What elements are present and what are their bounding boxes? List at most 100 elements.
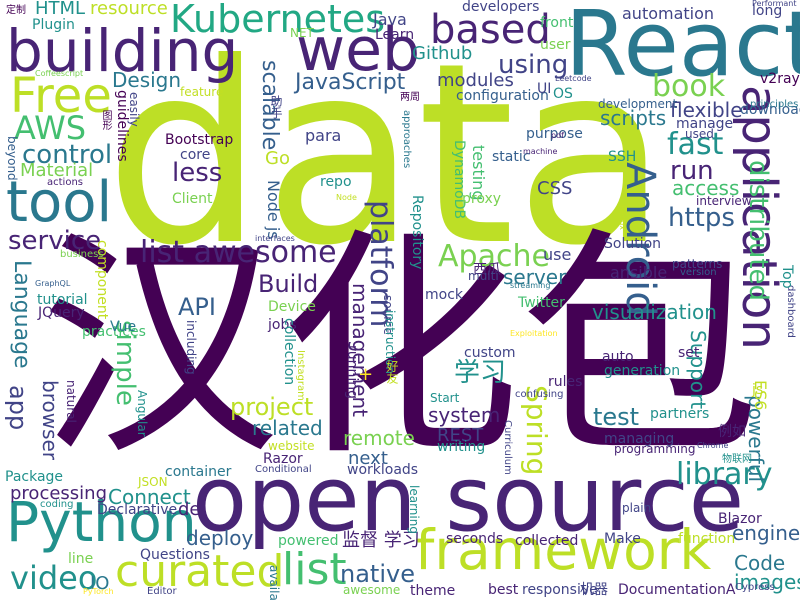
word-set: set bbox=[678, 345, 700, 361]
word-developers: developers bbox=[462, 0, 540, 15]
word-interview: interview bbox=[696, 194, 752, 208]
word-function: function bbox=[678, 531, 736, 547]
word-testing: testing bbox=[469, 145, 488, 201]
word-language: Language bbox=[9, 260, 34, 369]
word-coding: coding bbox=[40, 499, 74, 510]
word-go: Go bbox=[265, 148, 290, 169]
word-engine: engine bbox=[732, 521, 800, 545]
word-design: Design bbox=[112, 68, 182, 92]
word-para: para bbox=[305, 126, 342, 145]
word-client: Client bbox=[172, 191, 213, 207]
word-razor: Razor bbox=[263, 451, 303, 467]
word-wujianshu: 物联网 bbox=[722, 454, 752, 465]
word-tuxing: 图形 bbox=[100, 110, 111, 130]
word-connect: Connect bbox=[108, 485, 191, 509]
word-instagram: Instagram bbox=[295, 350, 306, 401]
word-liangzhou: 两周 bbox=[400, 92, 420, 103]
word-library: library bbox=[676, 457, 773, 492]
word-purpose: purpose bbox=[526, 126, 583, 142]
word-pytorch: PyTorch bbox=[83, 587, 114, 596]
word-visualization: visualization bbox=[592, 300, 717, 324]
word-responsive: responsive bbox=[522, 582, 598, 598]
word-partners: partners bbox=[650, 406, 710, 422]
word-managing: managing bbox=[604, 431, 675, 447]
word-patterns: patterns bbox=[672, 257, 723, 271]
word-bootstrap: Bootstrap bbox=[165, 132, 234, 148]
word-based: based bbox=[430, 7, 551, 53]
word-approaches: approaches bbox=[401, 110, 412, 169]
word-project: project bbox=[230, 393, 314, 421]
word-redux: Redux bbox=[618, 205, 627, 231]
word-simple: simple bbox=[110, 320, 140, 406]
word-generation: generation bbox=[604, 363, 681, 379]
word-java: Java bbox=[373, 10, 407, 29]
word-tool: tool bbox=[6, 170, 113, 235]
word-distributed: distributed bbox=[743, 160, 773, 302]
word-mock: mock bbox=[425, 287, 464, 303]
word-multi: multi bbox=[468, 269, 499, 283]
word-react: React bbox=[565, 0, 800, 97]
word-rest: REST bbox=[437, 425, 484, 446]
word-confusing: confusing bbox=[515, 389, 564, 400]
word-workloads: workloads bbox=[347, 462, 419, 478]
word-build: Build bbox=[258, 270, 319, 298]
word-version: version bbox=[680, 267, 717, 278]
word-framework: framework bbox=[415, 518, 712, 582]
word-awesome: awesome bbox=[343, 583, 401, 597]
word-management: management bbox=[348, 283, 372, 417]
word-container: container bbox=[165, 464, 232, 480]
word-spring: Spring bbox=[520, 385, 553, 476]
word-jiqi: 机器 bbox=[580, 582, 608, 598]
word-system: system bbox=[428, 403, 501, 427]
word-https: https bbox=[668, 203, 735, 233]
word-native: native bbox=[340, 560, 415, 588]
word-access: access bbox=[672, 176, 740, 200]
word-feature: feature bbox=[180, 85, 224, 99]
word-performant: Performant bbox=[752, 0, 797, 8]
word-tutorial: tutorial bbox=[37, 292, 88, 308]
word-ansible: ansible bbox=[610, 263, 668, 282]
word-free: Free bbox=[10, 68, 112, 124]
word-run: run bbox=[670, 156, 714, 186]
word-writing: writing bbox=[437, 439, 486, 455]
word-collected: collected bbox=[515, 533, 579, 549]
word-machine: machine bbox=[523, 147, 558, 156]
word-business: business bbox=[60, 249, 104, 260]
word-learning: learning bbox=[407, 485, 421, 534]
word-javascript: JavaScript bbox=[295, 70, 406, 95]
word-easily: easily bbox=[127, 92, 141, 127]
word-repository: Repository bbox=[409, 195, 425, 270]
word-support: Support bbox=[686, 330, 710, 410]
word-questions: Questions bbox=[140, 547, 210, 563]
word-source: source bbox=[381, 295, 395, 335]
word-js: js bbox=[752, 382, 764, 398]
word-list-awesome: list awesome bbox=[140, 235, 337, 270]
word-aws: AWS bbox=[14, 109, 87, 147]
word-coffeescript: Coffeescript bbox=[35, 69, 84, 78]
word-component: component bbox=[94, 240, 110, 320]
word-automation: automation bbox=[622, 4, 715, 23]
word-use: use bbox=[543, 245, 572, 264]
word-xuexi: 学习 bbox=[454, 358, 507, 388]
word-user: user bbox=[540, 37, 571, 53]
word-interfaces: interfaces bbox=[255, 234, 295, 243]
word-css: CSS bbox=[537, 178, 573, 199]
word-server: server bbox=[503, 265, 567, 289]
word-liru: 例如 bbox=[718, 424, 746, 440]
word-v2ray: v2ray bbox=[760, 71, 800, 87]
word-modules: modules bbox=[437, 70, 514, 91]
word-images: images bbox=[734, 570, 800, 594]
word-scalable: scalable bbox=[257, 60, 282, 151]
word-pdf: pdf bbox=[551, 131, 564, 140]
word-data: data bbox=[105, 9, 669, 300]
word-top: Top bbox=[779, 265, 795, 289]
word-dynamodb: DynamoDB bbox=[451, 140, 467, 220]
word-plus: + bbox=[358, 364, 374, 385]
word-kubernetes: Kubernetes bbox=[170, 0, 386, 41]
word-solution: Solution bbox=[604, 236, 662, 252]
word-json: JSON bbox=[138, 475, 168, 489]
word-streaming: streaming bbox=[510, 281, 551, 290]
word-beyond: beyond bbox=[5, 136, 19, 181]
